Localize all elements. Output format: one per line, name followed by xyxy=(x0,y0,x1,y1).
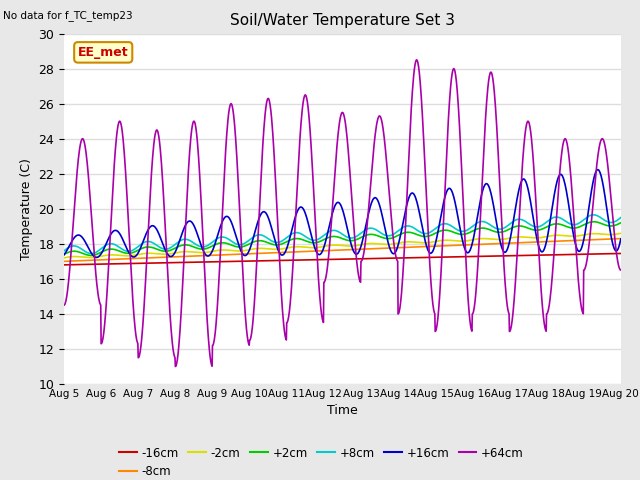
Legend: -16cm, -8cm, -2cm, +2cm, +8cm, +16cm, +64cm: -16cm, -8cm, -2cm, +2cm, +8cm, +16cm, +6… xyxy=(115,442,529,480)
Y-axis label: Temperature (C): Temperature (C) xyxy=(20,158,33,260)
Text: No data for f_TC_temp23: No data for f_TC_temp23 xyxy=(3,11,133,22)
X-axis label: Time: Time xyxy=(327,405,358,418)
Text: EE_met: EE_met xyxy=(78,46,129,59)
Title: Soil/Water Temperature Set 3: Soil/Water Temperature Set 3 xyxy=(230,13,455,28)
